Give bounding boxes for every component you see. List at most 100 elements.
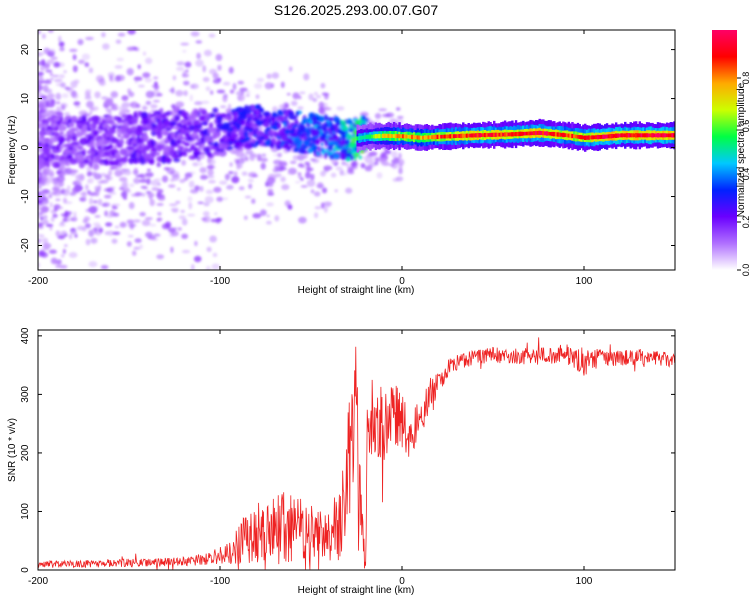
spectrogram-cell <box>105 145 111 151</box>
spectrogram-cell <box>146 168 151 172</box>
spectrogram-cell <box>300 185 308 188</box>
spectrogram-cell <box>59 46 65 52</box>
spectrogram-y-ticks: -20 -10 0 10 20 <box>20 44 675 253</box>
spectrogram-cell <box>260 162 266 170</box>
spectrogram-cell <box>123 170 132 176</box>
spectrogram-cell <box>547 131 551 136</box>
spectrogram-cell <box>374 161 379 166</box>
spectrogram-cell <box>59 131 64 135</box>
spectrogram-cell <box>71 127 79 132</box>
spectrogram-cell <box>183 177 189 181</box>
spectrogram-cell <box>195 40 203 44</box>
spectrogram-cell <box>249 124 257 128</box>
spectrogram-cell <box>494 132 498 137</box>
spectrogram-cell <box>175 139 182 145</box>
spectrogram-cell <box>181 249 191 254</box>
spectrogram-cell <box>170 246 174 253</box>
spectrogram-cell <box>289 66 293 72</box>
spectrogram-cell <box>454 134 458 138</box>
spectrogram-cell <box>272 106 278 113</box>
spectrogram-cell <box>106 131 112 138</box>
spectrogram-cell <box>456 134 460 138</box>
spectrogram-cell <box>376 134 379 139</box>
spectrogram-cell <box>137 64 141 70</box>
spectrogram-cell <box>267 192 275 196</box>
spectrogram-cell <box>78 59 85 64</box>
spectrogram-cell <box>48 249 57 254</box>
spectrogram-cell <box>141 192 146 197</box>
spectrogram-cell <box>344 152 350 159</box>
spectrogram-cell <box>141 106 148 110</box>
spectrogram-cell <box>192 162 199 167</box>
spectrogram-cell <box>463 133 467 138</box>
spectrogram-cell <box>323 107 332 111</box>
spectrogram-cell <box>181 233 189 239</box>
spectrogram-cell <box>63 201 73 204</box>
spectrogram-cell <box>70 80 78 89</box>
spectrogram-cell <box>298 122 305 130</box>
spectrogram-cell <box>320 142 324 147</box>
spectrogram-cell <box>43 161 50 167</box>
spectrogram-cell <box>147 192 155 198</box>
spectrogram-cell <box>46 59 55 65</box>
spectrogram-cell <box>54 155 60 161</box>
spectrogram-cell <box>133 111 138 118</box>
spectrogram-cell <box>217 77 222 81</box>
spectrogram-cell <box>482 133 485 137</box>
spectrogram-cell <box>293 139 301 145</box>
spectrogram-cell <box>363 135 367 140</box>
colorbar-label: Normalized spectral amplitude <box>736 82 747 217</box>
spectrogram-cell <box>141 124 147 130</box>
spectrogram-cell <box>193 108 199 115</box>
spectrogram-cell <box>667 133 671 138</box>
spectrogram-cell <box>520 131 523 136</box>
spectrogram-cell <box>271 72 280 79</box>
spectrogram-cell <box>185 69 189 73</box>
spectrogram-cell <box>266 214 270 218</box>
spectrogram-cell <box>251 198 256 204</box>
spectrogram-cell <box>233 114 237 122</box>
spectrogram-cell <box>190 132 198 139</box>
spectrogram-cell <box>378 133 381 139</box>
spectrogram-cell <box>153 84 160 90</box>
spectrogram-cell <box>245 90 251 94</box>
spectrogram-cell <box>183 116 189 121</box>
spectrogram-cell <box>335 166 343 171</box>
spectrogram-cell <box>505 132 509 137</box>
spectrogram-cell <box>199 185 204 192</box>
spectrogram-cell <box>219 180 228 185</box>
spectrogram-cell <box>60 213 68 217</box>
spectrogram-cell <box>122 108 129 114</box>
spectrogram-cell <box>135 103 141 109</box>
spectrogram-cell <box>418 135 421 140</box>
spectrogram-cell <box>59 136 66 143</box>
spectrogram-cell <box>79 196 87 202</box>
spectrogram-cell <box>119 187 125 191</box>
spectrogram-cell <box>161 114 167 118</box>
spectrogram-cell <box>284 109 290 117</box>
spectrogram-cell <box>237 94 245 102</box>
spectrogram-cell <box>304 172 311 179</box>
spectrogram-cell <box>200 151 206 155</box>
spectrogram-cell <box>545 131 549 136</box>
spectrogram-cell <box>384 150 392 155</box>
spectrogram-cell <box>280 176 286 183</box>
spectrogram-cell <box>48 48 56 55</box>
spectrogram-cell <box>180 210 185 213</box>
spectrogram-cell <box>52 74 60 78</box>
spectrogram-cell <box>84 62 90 68</box>
spectrogram-cell <box>300 177 304 181</box>
spectrogram-cell <box>164 140 169 144</box>
spectrogram-cell <box>241 171 248 176</box>
spectrogram-cell <box>382 113 390 118</box>
spectrogram-cell <box>294 123 298 128</box>
spectrogram-cell <box>213 186 222 193</box>
spectrogram-cell <box>260 157 268 163</box>
spectrogram-cell <box>49 202 53 209</box>
spectrogram-cell <box>208 179 216 184</box>
spectrogram-cell <box>44 79 52 85</box>
spectrogram-cell <box>219 148 223 153</box>
spectrogram-cell <box>331 128 335 131</box>
spectrogram-cell <box>509 132 512 137</box>
spectrogram-cell <box>182 49 187 53</box>
